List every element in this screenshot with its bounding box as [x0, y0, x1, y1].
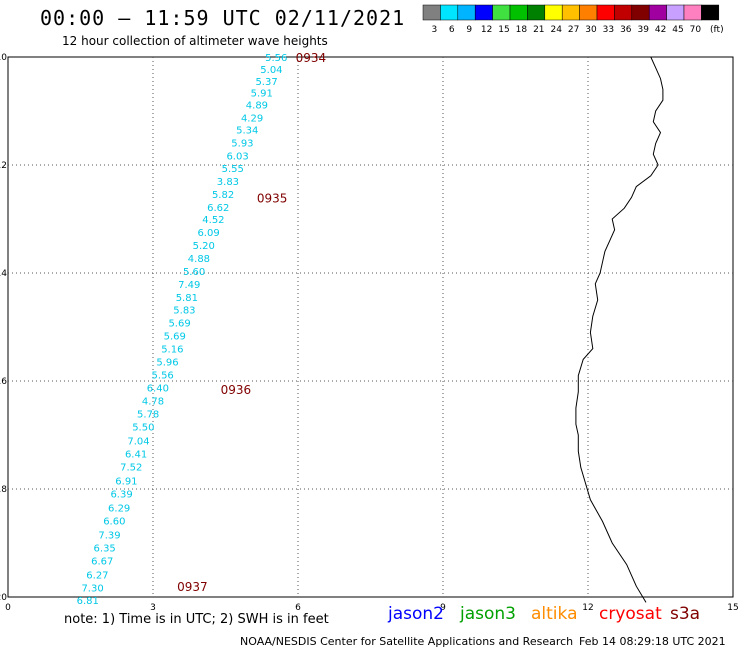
chart-title: 00:00 – 11:59 UTC 02/11/2021 — [40, 6, 406, 30]
wave-height-value: 5.34 — [236, 125, 258, 136]
wave-height-value: 5.82 — [212, 190, 234, 201]
x-tick-label: 9 — [440, 603, 446, 613]
chart-subtitle: 12 hour collection of altimeter wave hei… — [62, 34, 328, 48]
coastline — [575, 56, 664, 603]
color-scale-label: 12 — [481, 25, 492, 34]
color-scale-label: 3 — [432, 25, 438, 34]
x-tick-label: 15 — [727, 603, 738, 613]
wave-height-value: 6.60 — [103, 516, 125, 527]
wave-height-value: 5.55 — [222, 164, 244, 175]
wave-height-value: 4.52 — [202, 215, 224, 226]
color-scale-label: 21 — [533, 25, 544, 34]
color-scale-label: 36 — [620, 25, 632, 34]
wave-height-value: 7.04 — [127, 436, 149, 447]
legend-jason3: jason3 — [460, 604, 516, 624]
wave-height-value: 6.91 — [115, 476, 137, 487]
y-tick-label: -10 — [0, 53, 7, 63]
pass-time-label: 0934 — [296, 51, 327, 65]
map-frame — [7, 56, 734, 598]
wave-height-value: 7.39 — [98, 530, 120, 541]
wave-height-value: 6.27 — [86, 570, 108, 581]
y-tick-label: -16 — [0, 377, 7, 387]
legend-jason2: jason2 — [388, 604, 444, 624]
units-note: note: 1) Time is in UTC; 2) SWH is in fe… — [64, 612, 329, 627]
y-tick-label: -12 — [0, 161, 7, 171]
wave-height-value: 5.91 — [251, 89, 273, 100]
wave-height-value: 5.04 — [260, 65, 282, 76]
credit-line: NOAA/NESDIS Center for Satellite Applica… — [240, 635, 574, 648]
wave-height-value: 6.40 — [147, 383, 169, 394]
wave-height-value: 5.16 — [161, 345, 183, 356]
wave-height-value: 5.83 — [173, 306, 195, 317]
wave-height-value: 6.29 — [108, 503, 130, 514]
y-tick-label: -14 — [0, 269, 7, 279]
color-scale-legend: 3 6 9 12 15 18 21 24 27 30 33 36 39 42 45 70 (ft) — [422, 4, 724, 34]
wave-height-value: 6.81 — [77, 596, 99, 607]
wave-height-value: 6.62 — [207, 203, 229, 214]
wave-height-value: 7.49 — [178, 280, 200, 291]
color-scale-label: 6 — [449, 25, 455, 34]
wave-height-value: 5.69 — [164, 332, 186, 343]
x-tick-label: 6 — [295, 603, 301, 613]
wave-height-value: 5.93 — [231, 138, 253, 149]
x-tick-label: 3 — [150, 603, 156, 613]
wave-height-value: 5.81 — [176, 293, 198, 304]
color-scale-label: 33 — [603, 25, 614, 34]
legend-altika: altika — [531, 604, 578, 624]
color-scale-label: 15 — [498, 25, 509, 34]
color-scale-label: 70 — [690, 25, 702, 34]
wave-height-value: 3.83 — [217, 177, 239, 188]
wave-height-value: 6.39 — [110, 489, 132, 500]
wave-height-value: 5.96 — [156, 358, 178, 369]
color-scale-label: 18 — [516, 25, 528, 34]
color-scale-label: 9 — [466, 25, 472, 34]
color-scale-label: 39 — [637, 25, 649, 34]
wave-height-value: 4.78 — [142, 396, 164, 407]
wave-height-value: 4.29 — [241, 113, 263, 124]
wave-height-value: 6.67 — [91, 556, 113, 567]
wave-height-value: 7.52 — [120, 462, 142, 473]
color-swatch — [701, 4, 720, 21]
wave-height-value: 5.69 — [168, 319, 190, 330]
wave-height-value: 5.37 — [255, 77, 277, 88]
wave-height-value: 5.56 — [152, 371, 174, 382]
pass-time-label: 0937 — [177, 580, 208, 594]
wave-height-value: 7.30 — [81, 583, 103, 594]
legend-cryosat: cryosat — [599, 604, 662, 624]
color-scale-label: (ft) — [710, 25, 724, 34]
x-tick-label: 0 — [5, 603, 11, 613]
color-scale-label: 42 — [655, 25, 666, 34]
wave-height-value: 5.56 — [265, 53, 287, 64]
legend-s3a: s3a — [670, 604, 701, 624]
wave-height-value: 4.89 — [246, 101, 268, 112]
wave-height-value: 5.50 — [132, 422, 154, 433]
color-scale-label: 27 — [568, 25, 579, 34]
pass-time-label: 0935 — [257, 191, 288, 205]
wave-height-value: 6.09 — [197, 228, 219, 239]
y-tick-label: -18 — [0, 485, 7, 495]
wave-height-value: 5.60 — [183, 267, 205, 278]
wave-height-value: 6.03 — [226, 151, 248, 162]
color-scale-label: 45 — [672, 25, 683, 34]
generated-timestamp: Feb 14 08:29:18 UTC 2021 — [579, 635, 726, 648]
color-scale-label: 24 — [550, 25, 562, 34]
x-tick-label: 12 — [582, 603, 593, 613]
color-scale-label: 30 — [585, 25, 597, 34]
wave-height-value: 6.41 — [125, 449, 147, 460]
wave-height-value: 4.88 — [188, 254, 210, 265]
wave-height-value: 5.20 — [193, 241, 215, 252]
wave-height-value: 5.78 — [137, 409, 159, 420]
pass-time-label: 0936 — [221, 383, 252, 397]
y-tick-label: -20 — [0, 593, 7, 603]
wave-height-value: 6.35 — [94, 543, 116, 554]
